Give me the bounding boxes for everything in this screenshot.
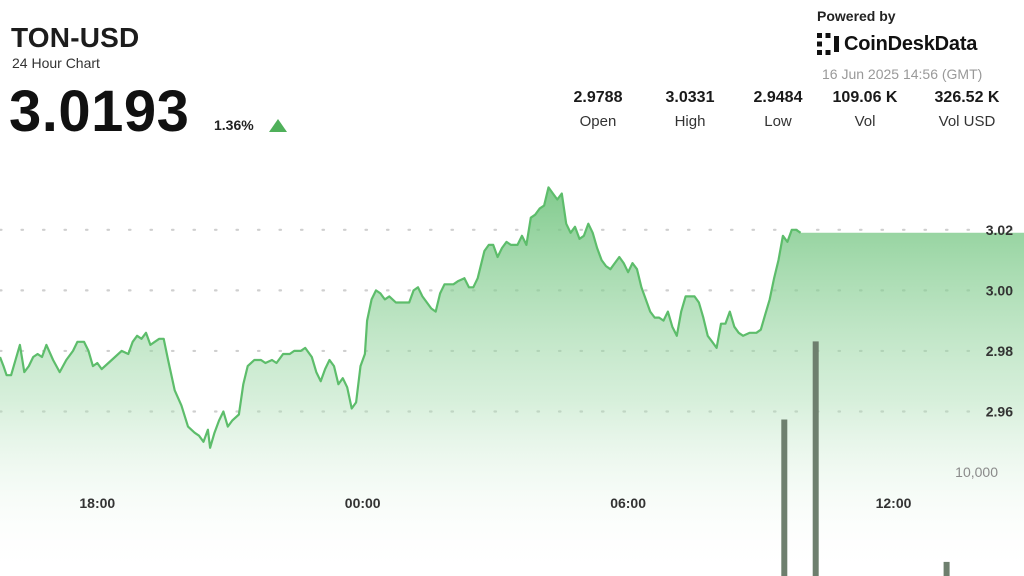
y-tick-label-2: 2.98 [986, 343, 1013, 359]
stat-label: Vol USD [938, 113, 996, 130]
stats-panel: 2.9788 Open 3.0331 High 2.9484 Low 109.0… [560, 89, 1004, 135]
stat-value: 2.9788 [573, 89, 623, 106]
timestamp: 16 Jun 2025 14:56 (GMT) [822, 66, 983, 82]
current-price: 3.0193 [9, 79, 190, 144]
stat-value: 326.52 K [934, 89, 1000, 106]
x-axis-labels: 18:00 00:00 06:00 12:00 [79, 495, 911, 511]
stat-high: 3.0331 High [652, 89, 728, 130]
y-axis-labels: 3.02 3.00 2.98 2.96 10,000 [955, 222, 1013, 480]
x-tick-label-1: 00:00 [345, 495, 381, 511]
stat-open: 2.9788 Open [560, 89, 636, 130]
volume-bar-0 [781, 419, 788, 576]
price-area-fill [0, 187, 1024, 576]
stat-low: 2.9484 Low [740, 89, 816, 130]
price-change-percent: 1.36% [214, 117, 254, 133]
stat-vol-usd: 326.52 K Vol USD [924, 89, 1010, 130]
chart-subtitle: 24 Hour Chart [12, 55, 100, 71]
stat-label: High [674, 113, 706, 130]
stat-value: 2.9484 [753, 89, 803, 106]
stat-label: Vol [854, 113, 876, 130]
y-tick-label-1: 3.00 [986, 282, 1013, 298]
x-tick-label-2: 06:00 [610, 495, 646, 511]
volume-bar-1 [812, 341, 819, 576]
stat-label: Open [579, 113, 617, 130]
x-tick-label-3: 12:00 [876, 495, 912, 511]
symbol-title: TON-USD [11, 22, 140, 53]
stat-label: Low [764, 113, 792, 130]
volume-bar-2 [943, 561, 950, 576]
coindesk-brand[interactable]: CoinDeskData [816, 32, 977, 56]
price-line [0, 186, 802, 449]
up-arrow-icon [269, 119, 287, 132]
powered-by-label: Powered by [817, 8, 896, 24]
stat-value: 3.0331 [665, 89, 715, 106]
coindesk-logo-icon [816, 32, 840, 56]
x-tick-label-0: 18:00 [79, 495, 115, 511]
volume-scale-label: 10,000 [955, 464, 998, 480]
brand-name: CoinDeskData [844, 32, 978, 55]
stat-value: 109.06 K [832, 89, 898, 106]
stat-vol: 109.06 K Vol [822, 89, 908, 130]
y-tick-label-0: 3.02 [986, 222, 1013, 238]
volume-bars [781, 341, 950, 576]
y-tick-label-3: 2.96 [986, 404, 1013, 420]
